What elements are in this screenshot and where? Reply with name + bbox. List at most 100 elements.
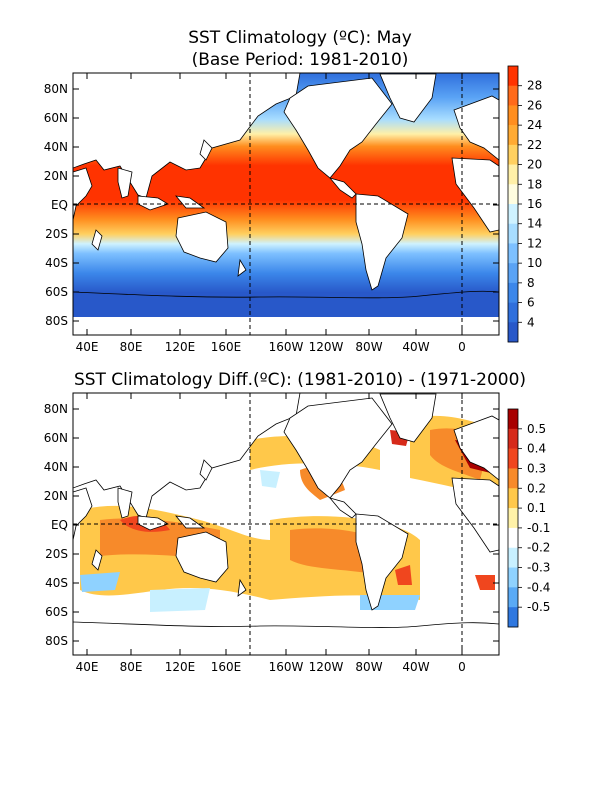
colorbar-label: 0.4 [527,442,546,456]
lon-label: 120E [165,340,196,354]
colorbar-swatch [508,125,518,146]
lat-label: 40S [45,576,68,590]
lat-label: EQ [51,198,68,212]
colorbar-swatch [508,66,518,87]
colorbar-label: 28 [527,79,542,93]
lon-label: 120W [309,340,344,354]
lon-label: 80E [120,340,143,354]
colorbar-label: 12 [527,236,542,250]
colorbar-swatch [508,587,518,608]
colorbar-swatch [508,428,518,449]
colorbar-frame [507,408,519,628]
map1-subtitle: (Base Period: 1981-2010) [191,50,409,70]
longitude-labels-2: 40E 80E 120E 160E 160W 120W 80W 40W 0 [76,393,466,674]
lon-label: 40W [402,340,429,354]
colorbar-label: 10 [527,256,542,270]
land-2 [73,393,499,611]
lat-label: 80S [45,634,68,648]
colorbar-label: -0.4 [527,580,550,594]
colorbar-swatch [508,607,518,628]
latitude-labels-2: 80N 60N 40N 20N EQ 20S 40S 60S 80S [44,402,499,648]
colorbar-swatch [508,409,518,430]
lat-label: 40S [45,256,68,270]
colorbar-swatch [508,105,518,126]
colorbar-swatch [508,184,518,205]
lat-label: 20N [44,169,68,183]
colorbar-label: 0.3 [527,461,546,475]
colorbar-swatch [508,204,518,225]
lat-label: 20S [45,547,68,561]
colorbar-swatch [508,567,518,588]
colorbar-swatch [508,263,518,284]
lon-label: 40W [402,660,429,674]
lon-label: 160E [211,340,242,354]
lon-label: 160E [211,660,242,674]
lon-label: 0 [458,340,466,354]
ice-edge-contour-2 [73,621,499,628]
colorbar-label: -0.3 [527,561,550,575]
ice-edge-contour [73,290,499,299]
colorbar-label: 22 [527,138,542,152]
colorbar-label: 0.5 [527,422,546,436]
lon-label: 80W [355,660,382,674]
colorbar-swatch [508,223,518,244]
lon-label: 80E [120,660,143,674]
lat-label: 40N [44,140,68,154]
colorbar-label: 24 [527,118,542,132]
colorbar-1: 28 26 24 22 20 18 16 14 12 10 8 6 4 [507,65,542,343]
colorbar-swatch [508,508,518,529]
colorbar-label: 20 [527,158,542,172]
colorbar-swatch [508,164,518,185]
lon-label: 120E [165,660,196,674]
colorbar-label: 0.2 [527,481,546,495]
lon-label: 80W [355,340,382,354]
colorbar-swatch [508,85,518,106]
colorbar-swatch [508,448,518,469]
lon-label: 160W [269,660,304,674]
lat-label: 80N [44,82,68,96]
lat-label: 60S [45,605,68,619]
colorbar-label: 26 [527,98,542,112]
map2-title: SST Climatology Diff.(ºC): (1981-2010) -… [73,370,527,390]
colorbar-swatch [508,322,518,343]
lon-label: 120W [309,660,344,674]
colorbar-label: 14 [527,217,542,231]
colorbar-swatch [508,527,518,549]
lat-label: EQ [51,518,68,532]
colorbar-label: 4 [527,315,535,329]
lat-label: 60S [45,285,68,299]
lat-label: 60N [44,431,68,445]
colorbar-label: 16 [527,197,542,211]
land [73,73,499,291]
colorbar-label: -0.2 [527,541,550,555]
colorbar-label: 6 [527,296,535,310]
colorbar-label: 8 [527,276,535,290]
lon-label: 40E [76,660,99,674]
longitude-labels: 40E 80E 120E 160E 160W 120W 80W 40W 0 [76,73,466,354]
lat-label: 80N [44,402,68,416]
lon-label: 0 [458,660,466,674]
colorbar-swatch [508,302,518,323]
map1-title: SST Climatology (ºC): May [188,28,412,48]
colorbar-swatch [508,547,518,568]
latitude-labels: 80N 60N 40N 20N EQ 20S 40S 60S 80S [44,82,499,328]
lat-label: 60N [44,111,68,125]
colorbar-swatch [508,144,518,165]
lat-label: 20S [45,227,68,241]
colorbar-label: 0.1 [527,501,546,515]
colorbar-swatch [508,488,518,509]
colorbar-label: -0.1 [527,521,550,535]
colorbar-swatch [508,468,518,489]
lon-label: 40E [76,340,99,354]
map2: 80N 60N 40N 20N EQ 20S 40S 60S 80S 40E 80E 120E 160… [44,392,550,674]
colorbar-2: 0.5 0.4 0.3 0.2 0.1 -0.1 -0.2 -0.3 -0.4 -0.5 [507,408,550,628]
colorbar-swatch [508,243,518,264]
lat-label: 80S [45,314,68,328]
colorbar-label: 18 [527,177,542,191]
colorbar-swatch [508,282,518,303]
lat-label: 20N [44,489,68,503]
colorbar-label: -0.5 [527,600,550,614]
lat-label: 40N [44,460,68,474]
lon-label: 160W [269,340,304,354]
